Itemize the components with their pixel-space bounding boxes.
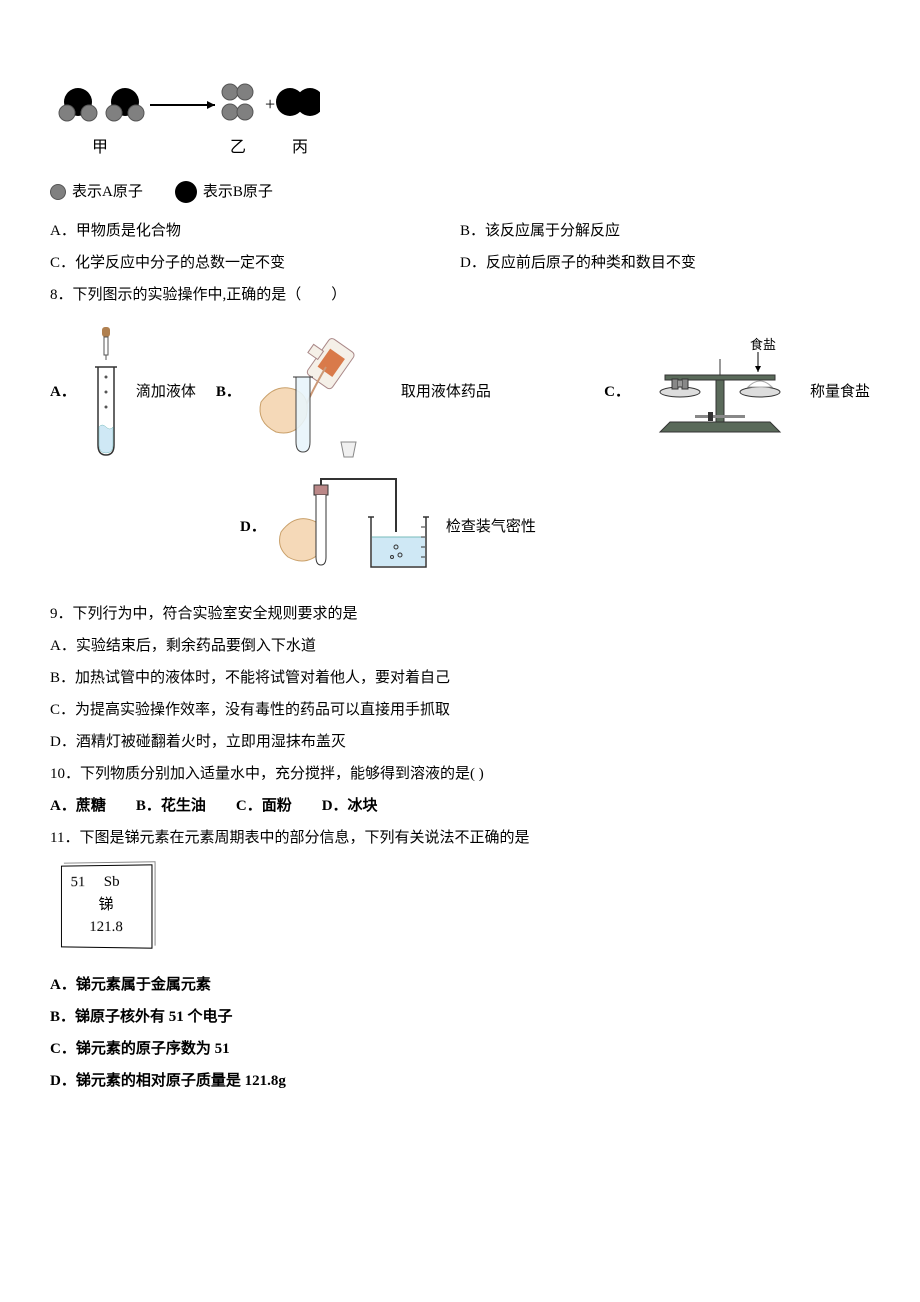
- element-symbol: Sb: [104, 874, 120, 890]
- legend-a-text: 表示A原子: [72, 180, 143, 204]
- q10-opt-a: A．蔗糖: [50, 794, 106, 818]
- q8-b-label: 取用液体药品: [401, 380, 491, 404]
- q9-opt-c: C．为提高实验操作效率，没有毒性的药品可以直接用手抓取: [50, 698, 870, 722]
- q8-c-label: 称量食盐: [810, 380, 870, 404]
- q8-options-row2: D． 检查装气密性: [240, 477, 870, 577]
- q8-a-prefix: A．: [50, 380, 76, 404]
- reaction-diagram: + 甲 乙 丙: [50, 80, 870, 170]
- q7-opt-c: C．化学反应中分子的总数一定不变: [50, 251, 460, 275]
- element-mass: 121.8: [67, 916, 147, 939]
- q8-b-prefix: B．: [216, 380, 241, 404]
- q11-opt-c: C．锑元素的原子序数为 51: [50, 1037, 870, 1061]
- q10-opt-c: C．面粉: [236, 794, 292, 818]
- q7-options-row2: C．化学反应中分子的总数一定不变 D．反应前后原子的种类和数目不变: [50, 251, 870, 275]
- label-jia: 甲: [92, 139, 108, 156]
- element-number: 51: [71, 874, 86, 890]
- q10-opt-d: D．冰块: [322, 794, 378, 818]
- legend-b-text: 表示B原子: [203, 180, 273, 204]
- q9-opt-d: D．酒精灯被碰翻着火时，立即用湿抹布盖灭: [50, 730, 870, 754]
- element-name: 锑: [67, 893, 147, 916]
- q8-a-label: 滴加液体: [136, 380, 196, 404]
- q9-stem: 9．下列行为中，符合实验室安全规则要求的是: [50, 602, 870, 626]
- q7-opt-b: B．该反应属于分解反应: [460, 219, 870, 243]
- q8-c-figure: 食盐: [640, 337, 800, 447]
- q8-d-figure: [276, 477, 436, 577]
- q8-stem: 8．下列图示的实验操作中,正确的是（ ）: [50, 283, 870, 307]
- label-yi: 乙: [230, 139, 246, 156]
- q11-opt-a: A．锑元素属于金属元素: [50, 973, 870, 997]
- q8-c-prefix: C．: [604, 380, 630, 404]
- q7-opt-d: D．反应前后原子的种类和数目不变: [460, 251, 870, 275]
- svg-text:+: +: [265, 94, 275, 114]
- q11-opt-b: B．锑原子核外有 51 个电子: [50, 1005, 870, 1029]
- q10-opt-b: B．花生油: [136, 794, 206, 818]
- element-box: 51 Sb 锑 121.8: [61, 864, 153, 948]
- atom-b-icon: [175, 181, 197, 203]
- q7-options-row1: A．甲物质是化合物 B．该反应属于分解反应: [50, 219, 870, 243]
- q11-stem: 11．下图是锑元素在元素周期表中的部分信息，下列有关说法不正确的是: [50, 826, 870, 850]
- q8-d-label: 检查装气密性: [446, 515, 536, 539]
- svg-text:食盐: 食盐: [750, 337, 776, 352]
- q8-d-prefix: D．: [240, 515, 266, 539]
- q8-options-row1: A． 滴加液体 B． 取用液体药品 C．: [50, 322, 870, 462]
- q8-b-figure: [251, 322, 391, 462]
- label-bing: 丙: [292, 139, 308, 156]
- q7-opt-a: A．甲物质是化合物: [50, 219, 460, 243]
- atom-a-icon: [50, 184, 66, 200]
- q11-opt-d: D．锑元素的相对原子质量是 121.8g: [50, 1069, 870, 1093]
- q9-opt-b: B．加热试管中的液体时，不能将试管对着他人，要对着自己: [50, 666, 870, 690]
- reaction-svg: + 甲 乙 丙: [50, 80, 320, 170]
- reaction-legend: 表示A原子 表示B原子: [50, 180, 870, 204]
- q10-stem: 10．下列物质分别加入适量水中，充分搅拌，能够得到溶液的是( ): [50, 762, 870, 786]
- q9-opt-a: A．实验结束后，剩余药品要倒入下水道: [50, 634, 870, 658]
- q8-a-figure: [86, 327, 126, 457]
- q10-options: A．蔗糖 B．花生油 C．面粉 D．冰块: [50, 794, 870, 818]
